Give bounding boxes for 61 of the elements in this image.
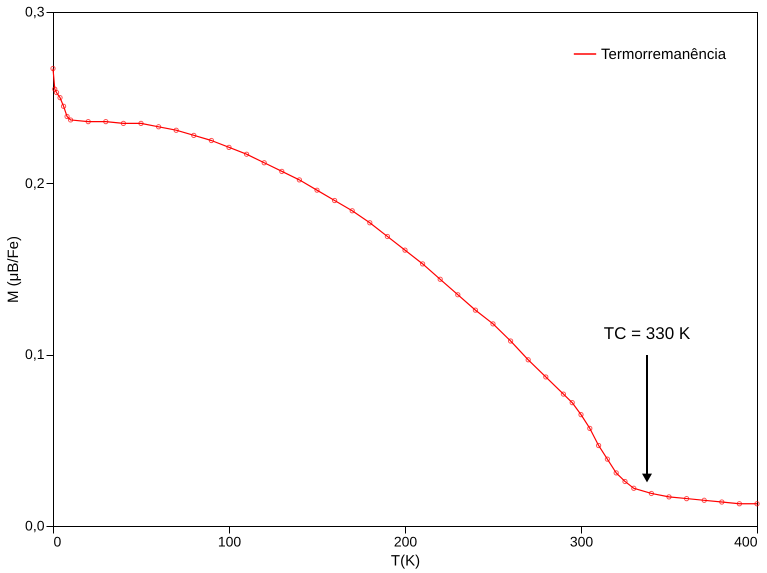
point <box>666 494 672 500</box>
point <box>614 470 619 476</box>
point <box>490 321 496 326</box>
point <box>384 234 390 240</box>
point <box>103 119 108 124</box>
point <box>508 338 514 344</box>
x-axis-title: T(K) <box>390 552 420 570</box>
point <box>543 374 548 380</box>
point <box>314 188 320 193</box>
point <box>420 261 426 266</box>
point <box>64 114 70 120</box>
point <box>438 276 443 282</box>
point <box>52 86 58 92</box>
x-tick-label: 100 <box>218 534 242 550</box>
annotation: TC = 330 K <box>604 324 691 343</box>
point <box>57 95 63 100</box>
point <box>604 456 610 462</box>
x-tick-label: 200 <box>394 534 418 550</box>
point <box>402 248 408 253</box>
point <box>120 120 126 126</box>
point <box>60 104 66 109</box>
point <box>526 357 531 362</box>
point <box>244 152 250 157</box>
point <box>596 442 602 448</box>
point <box>702 498 707 503</box>
point <box>156 124 162 130</box>
point <box>350 208 355 214</box>
point <box>262 160 267 166</box>
point <box>587 426 592 431</box>
point <box>68 117 74 123</box>
point <box>296 177 302 183</box>
point <box>226 144 232 150</box>
point <box>191 132 196 138</box>
point <box>138 120 144 126</box>
point <box>736 501 742 506</box>
point <box>570 400 575 406</box>
x-tick-label: 0 <box>54 534 62 550</box>
y-tick-label: 0,0 <box>25 518 45 534</box>
point <box>54 90 60 96</box>
y-tick-label: 0,2 <box>25 174 45 191</box>
point <box>578 412 584 418</box>
point <box>86 119 91 124</box>
point <box>631 486 636 491</box>
x-tick-label: 300 <box>570 534 594 550</box>
point <box>455 292 460 298</box>
point <box>648 490 654 496</box>
point <box>279 168 284 174</box>
point <box>174 128 179 133</box>
point <box>622 478 628 484</box>
y-axis-title: M (μB/Fe) <box>5 236 22 303</box>
y-tick-label: 0,3 <box>25 4 45 20</box>
point <box>367 220 372 226</box>
legend-label: Termorremanência <box>601 46 727 63</box>
point <box>684 496 690 502</box>
point <box>472 308 478 313</box>
point <box>332 198 338 204</box>
point <box>560 391 566 397</box>
point <box>208 138 214 144</box>
point <box>719 499 724 505</box>
x-tick-label: 400 <box>734 534 758 550</box>
y-tick-label: 0,1 <box>25 346 45 362</box>
